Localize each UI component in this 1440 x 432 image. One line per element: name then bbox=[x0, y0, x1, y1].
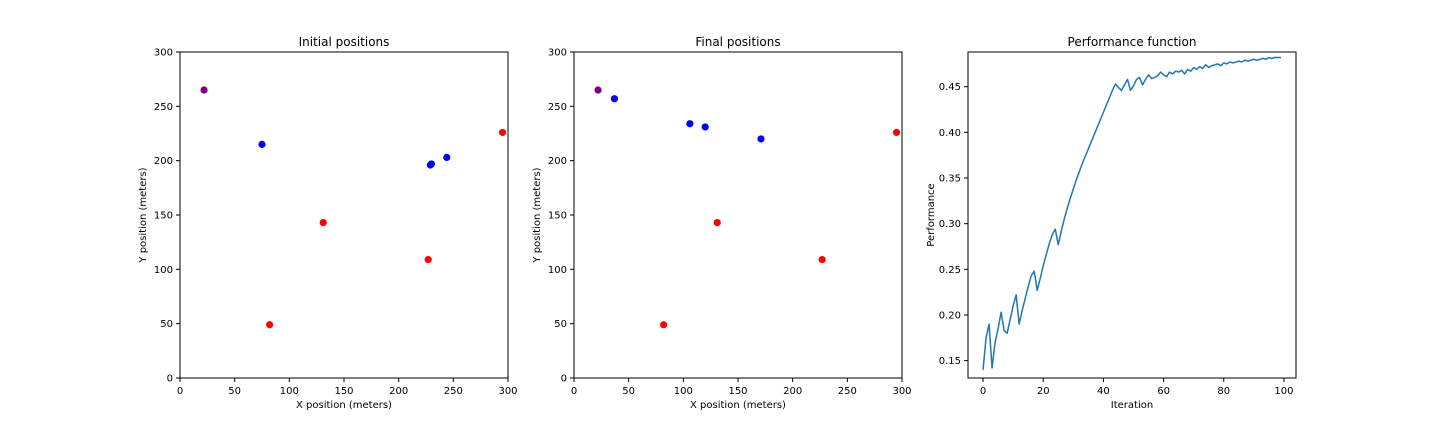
data-point bbox=[200, 86, 208, 94]
data-point bbox=[686, 120, 694, 128]
data-point bbox=[610, 95, 619, 103]
axes-frame bbox=[573, 51, 903, 379]
x-tick-label: 50 bbox=[228, 386, 241, 397]
y-tick-label: 0.30 bbox=[939, 219, 961, 230]
y-tick-label: 250 bbox=[154, 102, 173, 113]
y-axis-label: Y position (meters) bbox=[138, 167, 149, 263]
x-tick-label: 60 bbox=[1157, 386, 1170, 397]
x-tick-label: 300 bbox=[498, 386, 517, 397]
y-tick-label: 50 bbox=[160, 319, 173, 330]
x-tick-label: 40 bbox=[1097, 386, 1110, 397]
y-axis-label: Y position (meters) bbox=[532, 167, 543, 263]
data-point bbox=[713, 219, 721, 227]
x-axis-label: Iteration bbox=[1111, 400, 1153, 411]
data-point bbox=[266, 321, 274, 329]
x-tick-label: 0 bbox=[980, 386, 986, 397]
x-tick-label: 250 bbox=[838, 386, 857, 397]
x-tick-label: 150 bbox=[334, 386, 353, 397]
y-axis-label: Performance bbox=[926, 183, 937, 246]
y-tick-label: 150 bbox=[548, 211, 567, 222]
x-tick-label: 50 bbox=[622, 386, 635, 397]
x-axis-label: X position (meters) bbox=[296, 400, 392, 411]
y-tick-label: 250 bbox=[548, 102, 567, 113]
y-tick-label: 0.40 bbox=[939, 128, 961, 139]
axes-frame bbox=[179, 51, 509, 379]
x-tick-label: 250 bbox=[444, 386, 463, 397]
y-tick-label: 100 bbox=[154, 265, 173, 276]
x-tick-label: 200 bbox=[783, 386, 802, 397]
data-point bbox=[757, 135, 765, 143]
y-tick-label: 150 bbox=[154, 211, 173, 222]
y-tick-label: 0 bbox=[561, 374, 567, 385]
x-tick-label: 150 bbox=[728, 386, 747, 397]
x-tick-label: 200 bbox=[389, 386, 408, 397]
data-point bbox=[701, 123, 709, 131]
y-tick-label: 300 bbox=[154, 48, 173, 59]
data-point bbox=[892, 128, 901, 137]
axes-frame bbox=[967, 51, 1297, 379]
chart-title: Final positions bbox=[695, 35, 780, 49]
y-tick-label: 50 bbox=[554, 319, 567, 330]
y-tick-label: 200 bbox=[154, 156, 173, 167]
subplot-1: Initial positions 0 50 100 150 200 250 300 0 50 10… bbox=[138, 35, 518, 411]
x-tick-label: 0 bbox=[177, 386, 183, 397]
data-point bbox=[818, 255, 826, 264]
data-point bbox=[498, 128, 507, 137]
data-point bbox=[258, 140, 266, 148]
y-tick-label: 100 bbox=[548, 265, 567, 276]
data-point bbox=[424, 255, 432, 264]
y-tick-label: 0.20 bbox=[939, 310, 961, 321]
x-tick-label: 80 bbox=[1217, 386, 1230, 397]
y-tick-label: 300 bbox=[548, 48, 567, 59]
x-axis-label: X position (meters) bbox=[690, 400, 786, 411]
x-tick-label: 100 bbox=[1274, 386, 1293, 397]
data-point bbox=[594, 86, 602, 94]
data-point bbox=[660, 321, 668, 329]
chart-title: Initial positions bbox=[299, 35, 390, 49]
x-tick-label: 20 bbox=[1037, 386, 1050, 397]
y-tick-label: 0.45 bbox=[939, 82, 961, 93]
y-tick-label: 0.35 bbox=[939, 174, 961, 185]
y-tick-label: 0 bbox=[167, 374, 173, 385]
y-tick-label: 200 bbox=[548, 156, 567, 167]
y-tick-label: 0.15 bbox=[939, 356, 961, 367]
data-point bbox=[319, 219, 327, 227]
subplot-3: Performance function 0 20 40 60 80 100 0.15 0.20… bbox=[926, 35, 1297, 411]
y-tick-label: 0.25 bbox=[939, 265, 961, 276]
data-point bbox=[427, 160, 436, 168]
data-point bbox=[443, 153, 451, 162]
subplot-2: Final positions 0 50 100 150 200 250 300 0 50 100 1… bbox=[532, 35, 912, 411]
x-tick-label: 100 bbox=[674, 386, 693, 397]
series-line bbox=[982, 56, 1281, 370]
x-tick-label: 100 bbox=[280, 386, 299, 397]
x-tick-label: 300 bbox=[892, 386, 911, 397]
chart-title: Performance function bbox=[1068, 35, 1197, 49]
x-tick-label: 0 bbox=[571, 386, 577, 397]
